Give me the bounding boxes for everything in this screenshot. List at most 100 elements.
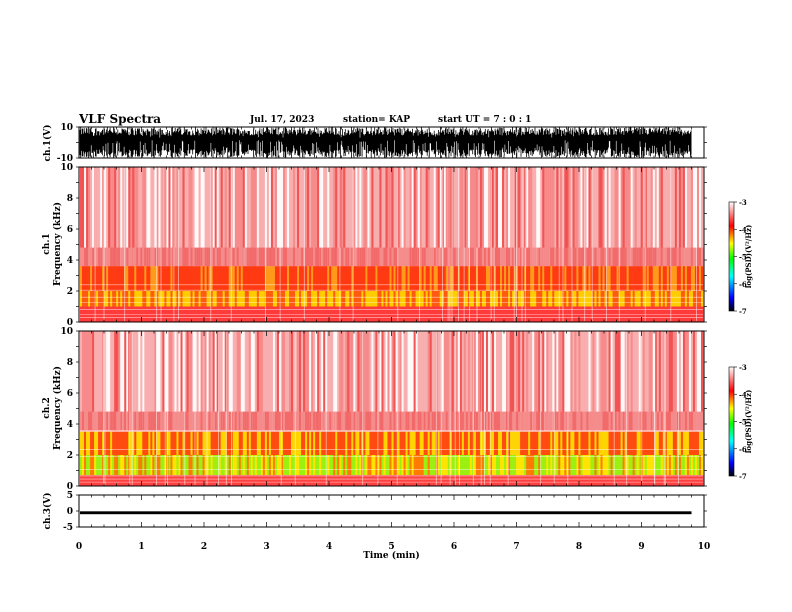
spectro-cell (395, 247, 398, 267)
spectro-cell (630, 167, 633, 267)
spectro-cell (208, 331, 211, 431)
spectro-cell (126, 411, 129, 431)
spectro-cell (299, 431, 302, 455)
spectro-cell (616, 167, 619, 267)
spectro-cell (262, 247, 266, 267)
spectro-cell (586, 475, 589, 486)
spectro-streak (210, 168, 212, 321)
spectro-cell (608, 266, 611, 291)
spectro-cell (345, 475, 348, 486)
spectro-cell (373, 475, 376, 486)
spectro-cell (546, 331, 549, 431)
spectro-cell (182, 167, 185, 267)
spectro-cell (592, 247, 595, 267)
spectro-cell (449, 167, 453, 267)
spectro-cell (210, 266, 213, 291)
spectro-cell (268, 266, 272, 291)
spectro-cell (194, 431, 197, 455)
spectro-cell (248, 291, 252, 307)
spectro-cell (457, 431, 461, 455)
spectro-cell (313, 291, 316, 307)
spectro-cell (554, 247, 557, 267)
spectro-cell (576, 411, 579, 431)
spectro-cell (329, 411, 332, 431)
spectro-cell (397, 331, 400, 431)
spectro-cell (208, 411, 211, 431)
spectro-cell (622, 455, 625, 476)
spectro-cell (656, 291, 660, 307)
spectro-cell (457, 475, 461, 486)
spectro-cell (172, 431, 175, 455)
spectro-cell (110, 247, 113, 267)
spectro-cell (580, 167, 583, 267)
spectro-cell (598, 167, 601, 267)
spectro-cell (289, 411, 292, 431)
spectro-cell (303, 431, 306, 455)
spectro-cell (188, 167, 191, 267)
spectro-streak (280, 332, 282, 485)
spectro-cell (158, 475, 161, 486)
spectro-cell (473, 411, 477, 431)
spectro-cell (339, 475, 342, 486)
spectro-cell (206, 266, 209, 291)
spectro-cell (554, 331, 557, 431)
spectro-cell (634, 291, 637, 307)
spectro-streak (225, 332, 227, 485)
spectro-cell (700, 411, 704, 431)
spectro-cell (393, 266, 396, 291)
spectro-cell (636, 431, 639, 455)
spectro-cell (212, 291, 215, 307)
spectro-cell (299, 455, 302, 476)
spectro-cell (491, 167, 495, 267)
spectro-cell (170, 475, 173, 486)
date-label: Jul. 17, 2023 (250, 115, 315, 125)
spectro-cell (425, 291, 428, 307)
spectro-cell (369, 266, 372, 291)
spectro-cell (508, 247, 511, 267)
spectro-cell (293, 247, 296, 267)
spectro-cell (584, 247, 587, 267)
spectro-cell (389, 411, 392, 431)
spectro-cell (433, 247, 437, 267)
spectro-cell (120, 431, 123, 455)
spectro-cell (184, 475, 187, 486)
spectro-cell (606, 167, 609, 267)
spectro-cell (349, 167, 352, 267)
spectro-cell (305, 291, 308, 307)
spectro-cell (284, 331, 288, 431)
spectro-cell (327, 167, 330, 267)
colorbar-label: log(PSD)(V²/Hz) (744, 225, 753, 289)
spectro-cell (502, 431, 505, 455)
spectro-cell (415, 247, 418, 267)
spectro-cell (377, 247, 380, 267)
spectro-cell (136, 266, 139, 291)
spectro-cell (668, 247, 672, 267)
spectro-cell (670, 167, 674, 267)
spectro-cell (270, 247, 274, 267)
spectro-cell (222, 291, 225, 307)
spectro-cell (317, 455, 320, 476)
spectro-cell (359, 266, 362, 291)
spectro-cell (616, 431, 619, 455)
spectro-cell (148, 247, 151, 267)
spectro-cell (642, 291, 646, 307)
spectro-cell (114, 431, 117, 455)
spectro-cell (459, 475, 463, 486)
spectro-cell (644, 331, 648, 431)
spectro-streak (352, 168, 354, 321)
spectro-cell (514, 247, 517, 267)
spectro-cell (606, 455, 609, 476)
spectro-cell (274, 411, 278, 431)
spectro-cell (202, 431, 205, 455)
spectro-cell (421, 411, 424, 431)
spectro-cell (335, 331, 338, 431)
spectro-cell (586, 247, 589, 267)
spectro-cell (413, 431, 416, 455)
spectro-cell (423, 411, 426, 431)
spectro-streak (678, 332, 679, 485)
spectro-cell (560, 411, 563, 431)
spectro-cell (266, 331, 270, 431)
spectro-cell (592, 291, 595, 307)
spectro-cell (618, 475, 621, 486)
spectro-cell (578, 475, 581, 486)
